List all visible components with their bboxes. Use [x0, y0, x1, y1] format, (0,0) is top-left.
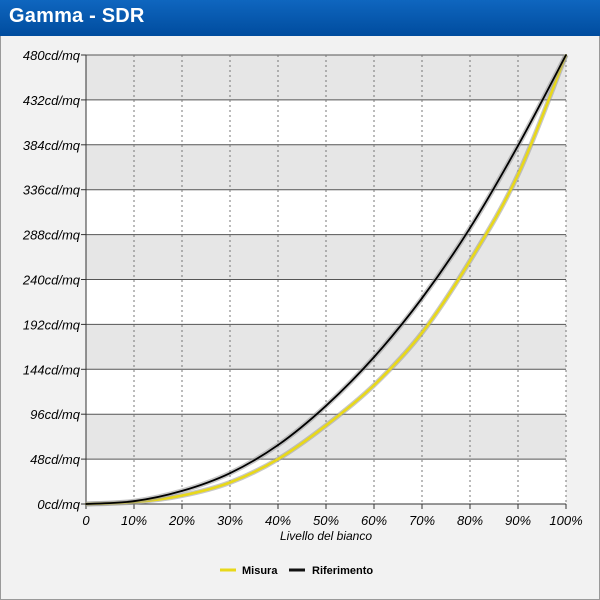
- legend: Misura Riferimento: [220, 565, 373, 577]
- legend-label-riferimento: Riferimento: [312, 565, 373, 577]
- y-tick-label: 240cd/mq: [22, 273, 81, 288]
- x-axis-label: Livello del bianco: [280, 529, 372, 543]
- data-point-misura: [469, 259, 471, 262]
- x-tick-label: 50%: [313, 513, 339, 528]
- data-point-misura: [373, 384, 375, 387]
- y-tick-label: 384cd/mq: [23, 138, 81, 153]
- data-point-misura: [277, 458, 279, 460]
- y-tick-label: 288cd/mq: [22, 228, 81, 243]
- x-tick-label: 0: [82, 513, 90, 528]
- y-tick-label: 48cd/mq: [30, 452, 81, 467]
- y-tick-labels: 0cd/mq 48cd/mq 96cd/mq 144cd/mq 192cd/mq 240c…: [22, 48, 81, 512]
- data-point-riferimento: [85, 503, 87, 505]
- x-tick-label: 40%: [265, 513, 291, 528]
- legend-label-misura: Misura: [242, 565, 278, 577]
- x-tick-label: 60%: [361, 513, 387, 528]
- y-tick-label: 336cd/mq: [23, 183, 81, 198]
- data-point-riferimento: [469, 227, 471, 229]
- data-point-misura: [325, 424, 327, 427]
- data-point-riferimento: [229, 472, 231, 475]
- x-tick-label: 10%: [121, 513, 147, 528]
- x-tick-label: 80%: [457, 513, 483, 528]
- plot-band: [86, 55, 566, 100]
- x-tick-label: 20%: [168, 513, 195, 528]
- y-tick-label: 144cd/mq: [23, 362, 81, 377]
- grid-lines: [86, 54, 567, 504]
- x-tick-label: 90%: [505, 513, 531, 528]
- x-tick-label: 30%: [217, 513, 243, 528]
- data-point-riferimento: [277, 444, 279, 446]
- data-point-misura: [421, 331, 423, 334]
- chart-title: Gamma - SDR: [9, 5, 145, 27]
- title-bar: Gamma - SDR: [0, 0, 600, 36]
- y-tick-label: 96cd/mq: [30, 407, 81, 422]
- x-tick-label: 70%: [409, 513, 435, 528]
- plot-band: [86, 234, 566, 280]
- data-point-misura: [229, 481, 231, 484]
- plot-band: [86, 144, 566, 190]
- y-tick-label: 192cd/mq: [23, 317, 81, 332]
- data-point-misura: [517, 173, 519, 176]
- data-point-riferimento: [517, 144, 519, 147]
- series-line-misura: [85, 54, 568, 506]
- data-point-riferimento: [421, 297, 423, 300]
- series-line-riferimento: [85, 54, 567, 505]
- data-point-riferimento: [373, 356, 375, 359]
- y-tick-label: 0cd/mq: [37, 497, 80, 512]
- data-point-riferimento: [181, 490, 183, 492]
- data-point-riferimento: [325, 404, 327, 407]
- data-point-misura: [181, 494, 183, 497]
- series-lines: [85, 53, 569, 507]
- data-point-riferimento: [565, 54, 567, 56]
- y-tick-label: 432cd/mq: [23, 93, 81, 108]
- y-tick-label: 480cd/mq: [23, 48, 81, 63]
- axes: [81, 54, 567, 509]
- data-point-riferimento: [133, 500, 135, 503]
- x-tick-label: 100%: [549, 513, 582, 528]
- x-tick-labels: 0 10% 20% 30% 40% 50% 60% 70% 80% 90% 100%: [82, 513, 582, 528]
